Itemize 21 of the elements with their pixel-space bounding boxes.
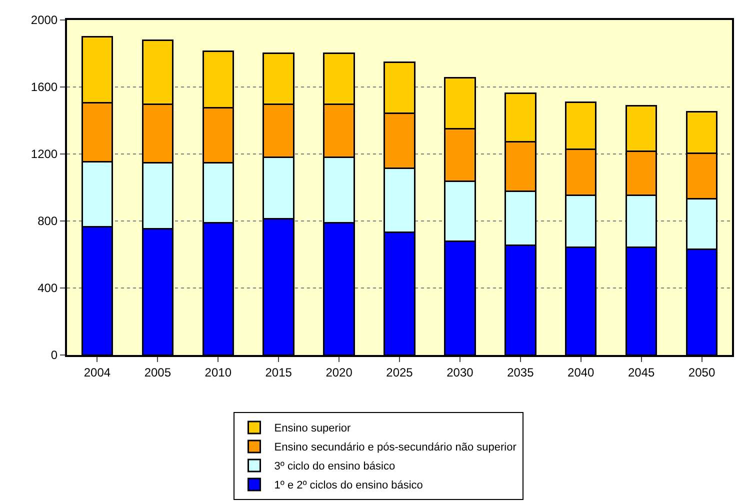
y-tick-label: 800: [38, 214, 58, 228]
x-tick-label: 2050: [688, 365, 716, 380]
legend-label: Ensino secundário e pós-secundário não superior: [274, 442, 517, 454]
y-tick-label: 400: [38, 281, 58, 296]
legend-label: 3º ciclo do ensino básico: [274, 460, 396, 473]
x-tick-label: 2020: [326, 365, 353, 380]
legend-label: 1º e 2º ciclos do ensino básico: [274, 480, 423, 492]
x-tick-label: 2005: [144, 365, 172, 380]
x-tick-label: 2010: [204, 365, 232, 380]
y-tick-label: 0: [50, 348, 58, 362]
x-tick-label: 2040: [568, 365, 595, 380]
x-tick-label: 2045: [628, 365, 655, 380]
legend-label: Ensino superior: [274, 422, 352, 435]
x-tick-label: 2035: [507, 365, 534, 380]
x-tick-label: 2030: [446, 365, 474, 380]
y-tick-label: 1200: [30, 147, 58, 162]
x-tick-label: 2015: [265, 365, 292, 380]
y-tick-label: 2000: [30, 13, 58, 28]
x-tick-label: 2025: [386, 365, 414, 380]
y-tick-label: 1600: [30, 80, 58, 94]
x-tick-label: 2004: [84, 365, 111, 380]
